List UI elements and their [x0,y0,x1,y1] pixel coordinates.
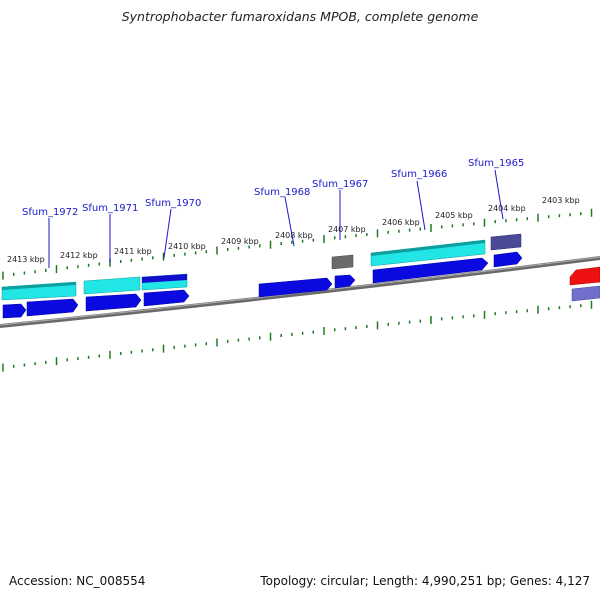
scale-label-2413: 2413 kbp [7,255,45,264]
feature-blue-4[interactable] [143,289,190,307]
scale-label-2404: 2404 kbp [488,204,526,213]
gene-label-sfum-1966[interactable]: Sfum_1966 [391,169,447,180]
gene-label-sfum-1971[interactable]: Sfum_1971 [82,203,138,214]
scale-label-2410: 2410 kbp [168,242,206,251]
feature-cyan-2[interactable] [83,276,141,295]
leader-line-sfum-1968 [284,196,295,247]
gene-features-blue [2,251,523,319]
scale-label-2409: 2409 kbp [221,237,259,246]
feature-periwinkle[interactable] [571,285,600,302]
scale-label-2411: 2411 kbp [114,247,152,256]
gene-label-sfum-1972[interactable]: Sfum_1972 [22,207,78,218]
feature-blue-8[interactable] [493,251,523,268]
scale-label-2412: 2412 kbp [60,251,98,260]
map-title: Syntrophobacter fumaroxidans MPOB, compl… [121,9,479,24]
gene-features-cyan [1,239,486,301]
feature-blue-5[interactable] [258,277,333,298]
accession-text: Accession: NC_008554 [9,574,146,588]
leader-line-sfum-1965 [494,169,504,220]
feature-cyan-7[interactable] [371,240,485,256]
feature-cyan-5[interactable] [2,282,76,290]
gene-label-sfum-1965[interactable]: Sfum_1965 [468,158,524,169]
scale-label-2408: 2408 kbp [275,231,313,240]
feature-gray[interactable] [331,254,354,270]
feature-slate[interactable] [490,233,522,251]
feature-blue-2[interactable] [26,298,79,317]
gene-label-sfum-1970[interactable]: Sfum_1970 [145,198,201,209]
genome-summary-text: Topology: circular; Length: 4,990,251 bp… [260,574,590,588]
leader-line-sfum-1970 [163,208,172,259]
inner-scale-ticks [2,300,593,372]
scale-label-2405: 2405 kbp [435,211,473,220]
scale-label-2407: 2407 kbp [328,225,366,234]
feature-blue-6[interactable] [334,274,356,289]
feature-cyan-4[interactable] [370,239,486,267]
feature-blue-3[interactable] [85,293,142,312]
feature-cyan-6[interactable] [142,274,187,283]
feature-red[interactable] [569,266,600,286]
feature-blue-1[interactable] [2,303,27,319]
feature-blue-7[interactable] [372,257,489,284]
scale-label-2406: 2406 kbp [382,218,420,227]
genome-backbone [0,256,600,328]
gene-label-sfum-1968[interactable]: Sfum_1968 [254,187,310,198]
leader-line-sfum-1966 [416,180,426,231]
scale-label-2403: 2403 kbp [542,196,580,205]
gene-label-sfum-1967[interactable]: Sfum_1967 [312,179,368,190]
